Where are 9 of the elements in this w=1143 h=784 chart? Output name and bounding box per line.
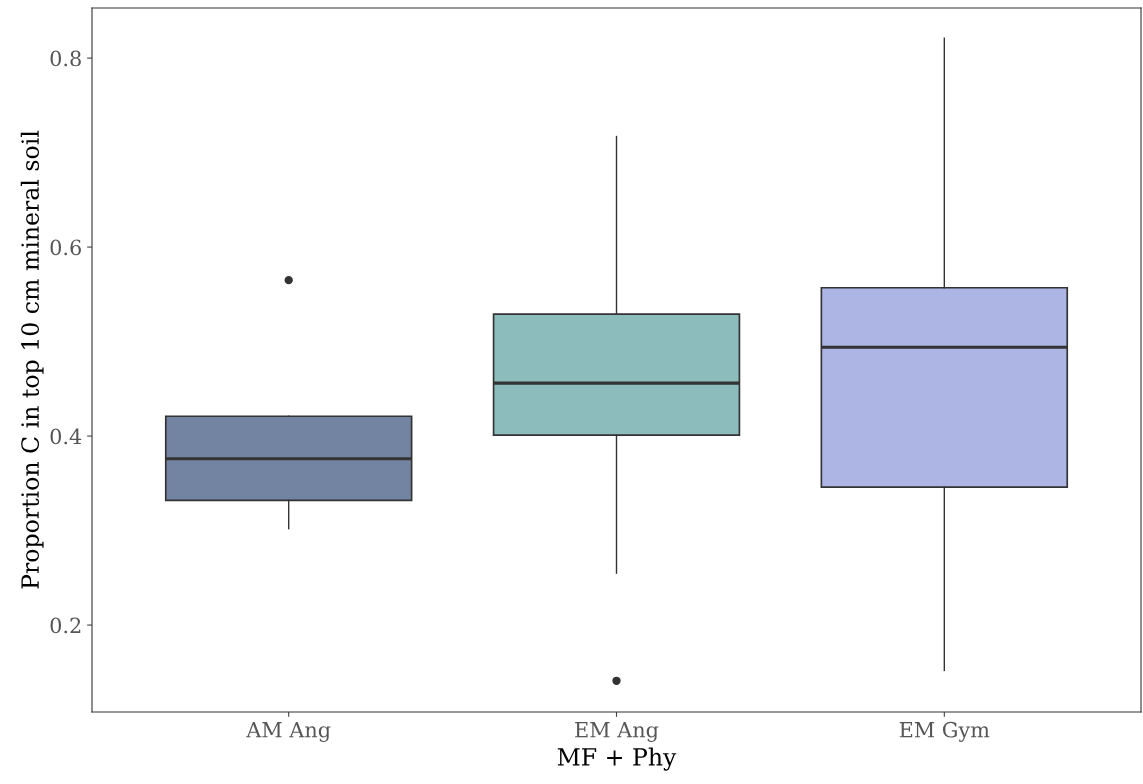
x-tick-label: AM Ang — [246, 722, 331, 742]
y-tick-label: 0.6 — [50, 239, 81, 256]
y-tick-label: 0.4 — [50, 428, 82, 445]
x-axis-title: MF + Phy — [557, 747, 677, 771]
y-tick-label: 0.2 — [50, 617, 81, 634]
y-tick-label: 0.8 — [50, 50, 81, 67]
x-tick-label: EM Gym — [899, 721, 990, 742]
y-axis-title: Proportion C in top 10 cm mineral soil — [20, 130, 44, 589]
x-tick-label: EM Ang — [575, 722, 659, 742]
